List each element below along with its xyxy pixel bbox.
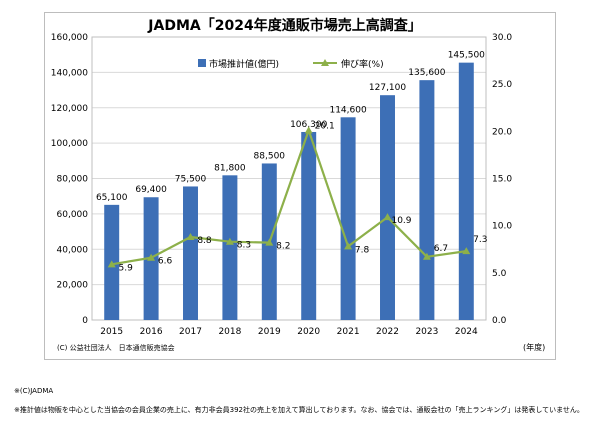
growth-value-label: 10.9 [391,216,411,226]
y-right-tick-label: 30.0 [492,33,512,43]
source-label: (C) 公益社団法人 日本通信販売協会 [57,343,175,352]
growth-point [304,126,313,134]
x-tick-label: 2016 [140,327,163,337]
growth-value-label: 6.7 [434,244,448,254]
bar [419,80,435,320]
y-left-tick-label: 20,000 [57,281,89,291]
x-tick-label: 2020 [297,327,320,337]
bar-value-label: 65,100 [96,193,128,203]
plot-area [91,36,487,321]
y-left-tick-label: 40,000 [57,245,89,255]
chart-title: JADMA「2024年度通販市場売上高調査」 [147,17,421,34]
x-tick-label: 2023 [415,327,438,337]
chart-frame: 0 20,000 40,000 60,000 80,000 100,000 120,000 1… [44,12,556,360]
y-left-tick-label: 100,000 [51,139,88,149]
bar-value-label: 81,800 [214,163,246,173]
bar-value-label: 114,600 [329,105,366,115]
bar [222,175,238,320]
y-right-tick-label: 20.0 [492,127,512,137]
footnote: ※推計値は物販を中心とした当協会の会員企業の売上に、有力非会員392社の売上を加… [14,406,584,414]
y-left-tick-label: 60,000 [57,210,89,220]
x-tick-label: 2021 [337,327,360,337]
y-right-tick-label: 0.0 [492,316,507,326]
x-tick-label: 2019 [258,327,281,337]
bar [340,117,356,321]
sales-chart: 0 20,000 40,000 60,000 80,000 100,000 120,000 1… [51,17,545,352]
bar [458,62,474,320]
y-left-tick-label: 140,000 [51,68,88,78]
growth-value-label: 7.3 [473,235,487,245]
copyright-note: ※(C)JADMA [14,387,54,395]
y-left-tick-label: 120,000 [51,104,88,114]
growth-line [111,129,467,266]
bar-value-label: 127,100 [369,83,406,93]
y-left-tick-label: 0 [82,316,88,326]
growth-value-label: 20.1 [315,121,335,131]
x-tick-label: 2024 [455,327,478,337]
y-left-tick-label: 160,000 [51,33,88,43]
y-right-tick-label: 10.0 [492,222,512,232]
x-tick-label: 2015 [100,327,123,337]
bar [380,95,395,321]
growth-value-label: 5.9 [119,263,134,273]
y-right-tick-label: 15.0 [492,175,512,185]
bar-value-label: 88,500 [254,151,286,161]
y-left-tick-label: 80,000 [57,175,89,185]
y-right-tick-label: 5.0 [492,269,507,279]
growth-point [186,232,195,240]
growth-point [265,238,274,246]
x-tick-label: 2017 [179,327,202,337]
x-tick-label: 2022 [376,327,399,337]
growth-point [422,252,431,260]
growth-point [462,247,471,255]
growth-value-label: 7.8 [355,245,370,255]
x-axis-unit-label: (年度) [523,342,545,352]
growth-value-label: 8.2 [276,242,290,252]
legend-bar-label: 市場推計値(億円) [209,58,279,70]
growth-point [344,242,353,250]
bar [301,131,317,320]
bar-value-label: 75,500 [175,174,207,184]
bar-value-label: 135,600 [408,68,445,78]
growth-point [383,213,392,221]
x-tick-label: 2018 [218,327,241,337]
growth-point [107,260,116,268]
growth-value-label: 6.6 [158,257,173,267]
growth-point [147,253,156,261]
y-right-tick-label: 25.0 [492,80,512,90]
legend-line-marker [321,59,329,66]
legend-bar-swatch [198,59,206,67]
legend-line-label: 伸び率(%) [341,58,384,70]
growth-value-label: 8.3 [237,241,251,251]
growth-value-label: 8.8 [197,236,212,246]
bar-value-label: 69,400 [135,185,167,195]
bar [183,186,198,320]
bar-value-label: 145,500 [448,51,485,61]
bar-value-label: 106,300 [290,120,327,130]
growth-point [225,237,234,245]
